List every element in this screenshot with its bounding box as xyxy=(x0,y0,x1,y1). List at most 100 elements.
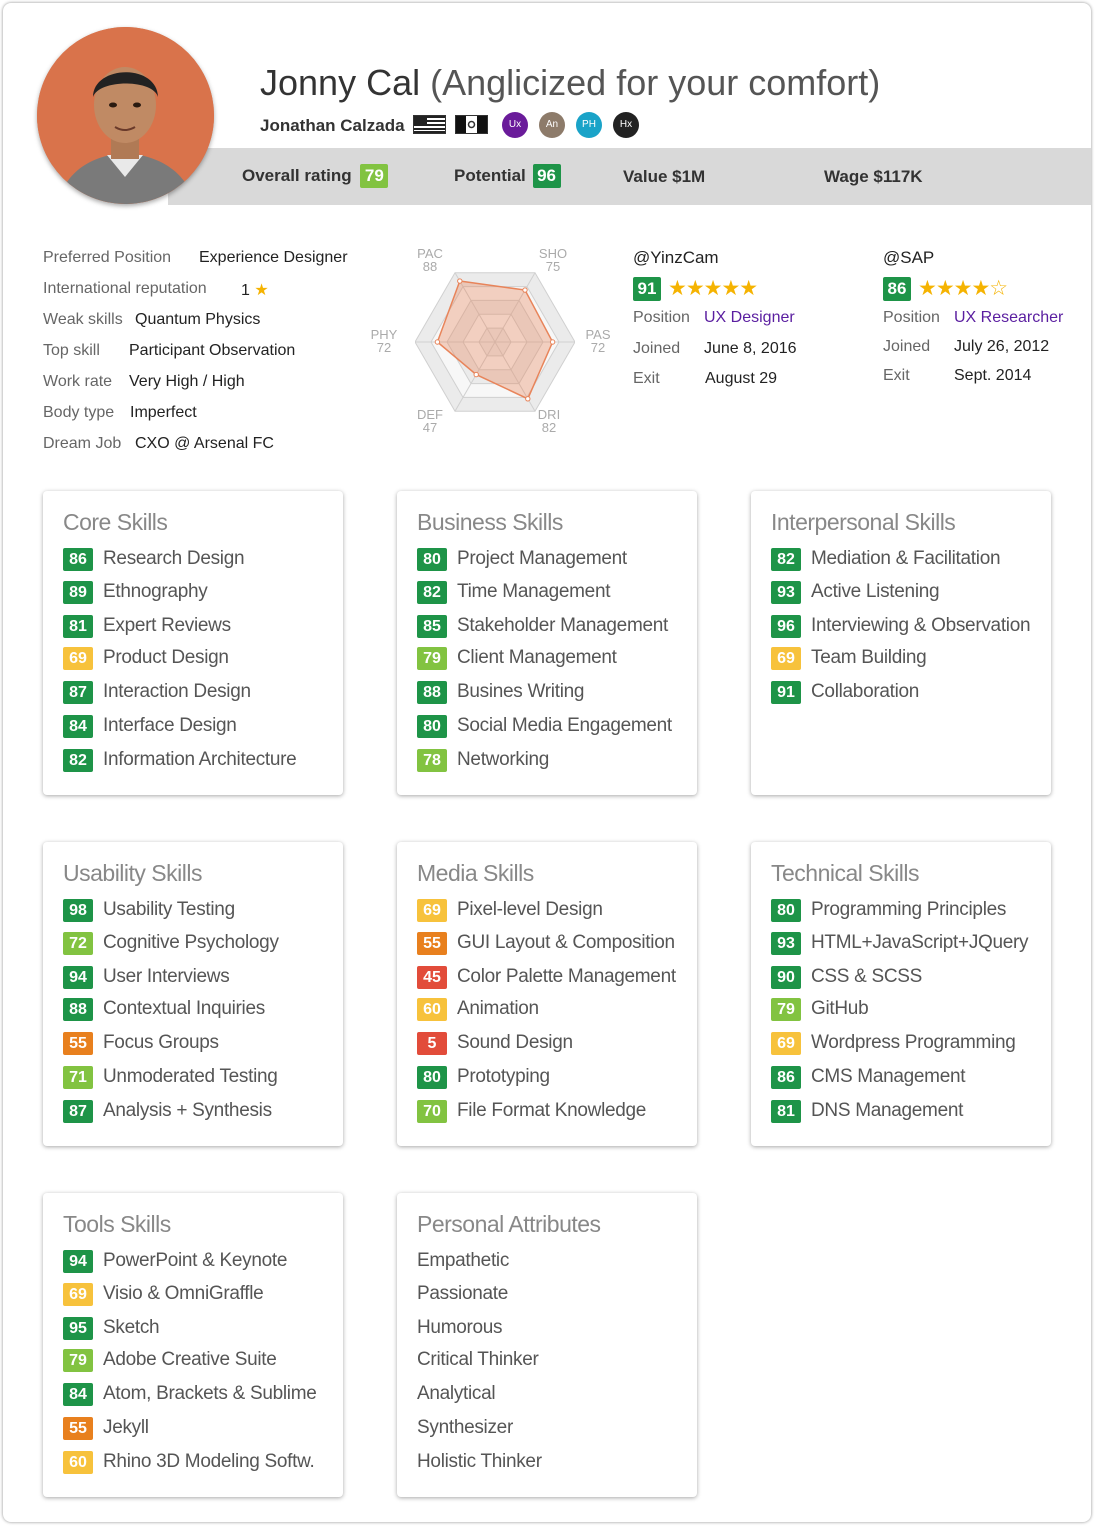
skill-name: Analysis + Synthesis xyxy=(103,1100,272,1121)
skill-row: 79 GitHub xyxy=(771,997,869,1021)
mexico-flag-icon xyxy=(455,115,488,134)
skill-row: 80 Social Media Engagement xyxy=(417,714,672,738)
skill-name: Focus Groups xyxy=(103,1032,219,1053)
skill-score: 81 xyxy=(771,1099,801,1123)
club-handle-sap[interactable]: @SAP xyxy=(883,248,935,267)
skill-name: Networking xyxy=(457,749,550,770)
position-link[interactable]: UX Designer xyxy=(704,309,795,326)
skill-card-business: Business Skills 80 Project Management 82 Tim… xyxy=(397,491,697,795)
position-link[interactable]: UX Researcher xyxy=(954,309,1064,326)
position-label: Position xyxy=(633,309,690,326)
skill-name: Active Listening xyxy=(811,581,940,602)
personal-attribute: Critical Thinker xyxy=(417,1349,539,1370)
radar-label-def: DEF 47 xyxy=(410,408,450,434)
an-badge-icon[interactable]: An xyxy=(539,112,565,138)
exit-label: Exit xyxy=(633,370,660,387)
attr-value-reputation: 1 ★ xyxy=(241,280,269,300)
ph-badge-icon[interactable]: PH xyxy=(576,112,602,138)
ux-badge-icon[interactable]: Ux xyxy=(502,112,528,138)
radar-point-def xyxy=(473,371,479,378)
skill-row: 91 Collaboration xyxy=(771,680,919,704)
radar-value-pac: 88 xyxy=(422,259,438,274)
skill-row: 69 Product Design xyxy=(63,646,229,670)
skill-name: Busines Writing xyxy=(457,681,585,702)
radar-point-phy xyxy=(434,339,441,345)
card-title: Business Skills xyxy=(417,509,563,535)
club-joined-row: Joined June 8, 2016 xyxy=(633,340,797,358)
club-score-value: 86 xyxy=(883,277,911,301)
hx-badge-icon[interactable]: Hx xyxy=(613,112,639,138)
skill-score: 95 xyxy=(63,1316,93,1340)
wage-text: Wage $117K xyxy=(824,167,923,186)
club-handle-yinzcam[interactable]: @YinzCam xyxy=(633,248,719,267)
skill-row: 81 Expert Reviews xyxy=(63,614,231,638)
skill-name: Project Management xyxy=(457,548,627,569)
skill-score: 69 xyxy=(63,646,93,670)
skill-row: 87 Analysis + Synthesis xyxy=(63,1099,272,1123)
skill-score: 78 xyxy=(417,748,447,772)
card-title: Core Skills xyxy=(63,509,168,535)
skill-row: 84 Atom, Brackets & Sublime xyxy=(63,1382,317,1406)
skill-score: 71 xyxy=(63,1065,93,1089)
club-score-sap: 86 xyxy=(883,277,911,301)
skill-score: 89 xyxy=(63,580,93,604)
skill-name: Usability Testing xyxy=(103,899,235,920)
skill-name: CMS Management xyxy=(811,1066,966,1087)
skill-score: 94 xyxy=(63,1249,93,1273)
skill-row: 81 DNS Management xyxy=(771,1099,963,1123)
skill-score: 55 xyxy=(417,931,447,955)
attr-value-work-rate: Very High / High xyxy=(129,373,245,390)
personal-attribute: Holistic Thinker xyxy=(417,1451,542,1472)
radar-value-dri: 82 xyxy=(541,420,557,435)
skill-score: 80 xyxy=(417,547,447,571)
reputation-value: 1 xyxy=(241,282,250,299)
card-title: Tools Skills xyxy=(63,1211,171,1237)
us-flag-icon xyxy=(413,115,446,134)
radar-key-phy: PHY xyxy=(370,327,398,342)
radar-label-pas: PAS 72 xyxy=(578,328,618,354)
skill-row: 93 HTML+JavaScript+JQuery xyxy=(771,931,1029,955)
personal-attribute: Analytical xyxy=(417,1383,496,1404)
attr-value-body: Imperfect xyxy=(130,404,197,421)
skill-score: 55 xyxy=(63,1031,93,1055)
skill-score: 94 xyxy=(63,965,93,989)
attr-value-dream-job: CXO @ Arsenal FC xyxy=(135,435,274,452)
radar-key-pas: PAS xyxy=(585,327,611,342)
card-title: Technical Skills xyxy=(771,860,919,886)
skill-name: Mediation & Facilitation xyxy=(811,548,1001,569)
skill-row: 60 Animation xyxy=(417,997,539,1021)
skill-score: 88 xyxy=(63,997,93,1021)
skill-row: 80 Prototyping xyxy=(417,1065,550,1089)
skill-card-tools: Tools Skills 94 PowerPoint & Keynote 69 Visi… xyxy=(43,1193,343,1497)
skill-score: 91 xyxy=(771,680,801,704)
attr-label-work-rate: Work rate xyxy=(43,373,113,390)
personal-attributes-card: Personal Attributes Empathetic Passionat… xyxy=(397,1193,697,1497)
skill-row: 89 Ethnography xyxy=(63,580,208,604)
skill-score: 69 xyxy=(771,646,801,670)
attr-label-dream-job: Dream Job xyxy=(43,435,122,452)
skill-name: Interface Design xyxy=(103,715,237,736)
club-stars-yinzcam: ★★★★★ xyxy=(668,277,758,300)
star-icon: ★ xyxy=(254,282,269,299)
skill-score: 69 xyxy=(771,1031,801,1055)
skill-row: 79 Client Management xyxy=(417,646,617,670)
potential-rating: Potential 96 xyxy=(454,164,561,188)
avatar xyxy=(37,27,214,204)
skill-row: 98 Usability Testing xyxy=(63,898,235,922)
skill-name: Research Design xyxy=(103,548,245,569)
potential-label: Potential xyxy=(454,166,526,185)
skill-name: PowerPoint & Keynote xyxy=(103,1250,288,1271)
skill-name: File Format Knowledge xyxy=(457,1100,647,1121)
skill-name: Stakeholder Management xyxy=(457,615,668,636)
radar-key-def: DEF xyxy=(417,407,443,422)
skill-name: Color Palette Management xyxy=(457,966,676,987)
club-stars-sap: ★★★★☆ xyxy=(918,277,1008,300)
joined-value: June 8, 2016 xyxy=(704,340,797,357)
position-label: Position xyxy=(883,309,940,326)
skill-score: 45 xyxy=(417,965,447,989)
skill-card-usability: Usability Skills 98 Usability Testing 72 Cog… xyxy=(43,842,343,1146)
radar-axis-line xyxy=(454,272,496,343)
attr-label-reputation: International reputation xyxy=(43,280,207,297)
profile-name: Jonny Cal (Anglicized for your comfort) xyxy=(260,62,880,104)
skill-row: 69 Visio & OmniGraffle xyxy=(63,1282,264,1306)
